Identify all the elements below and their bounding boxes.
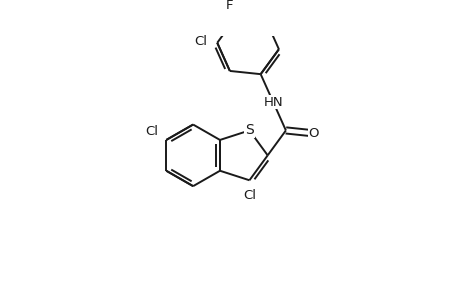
Text: Cl: Cl [242,189,255,202]
Text: F: F [225,0,233,12]
Text: Cl: Cl [193,34,207,47]
Text: O: O [308,127,318,140]
Text: Cl: Cl [145,125,158,138]
Text: HN: HN [263,96,282,109]
Text: S: S [245,123,253,137]
